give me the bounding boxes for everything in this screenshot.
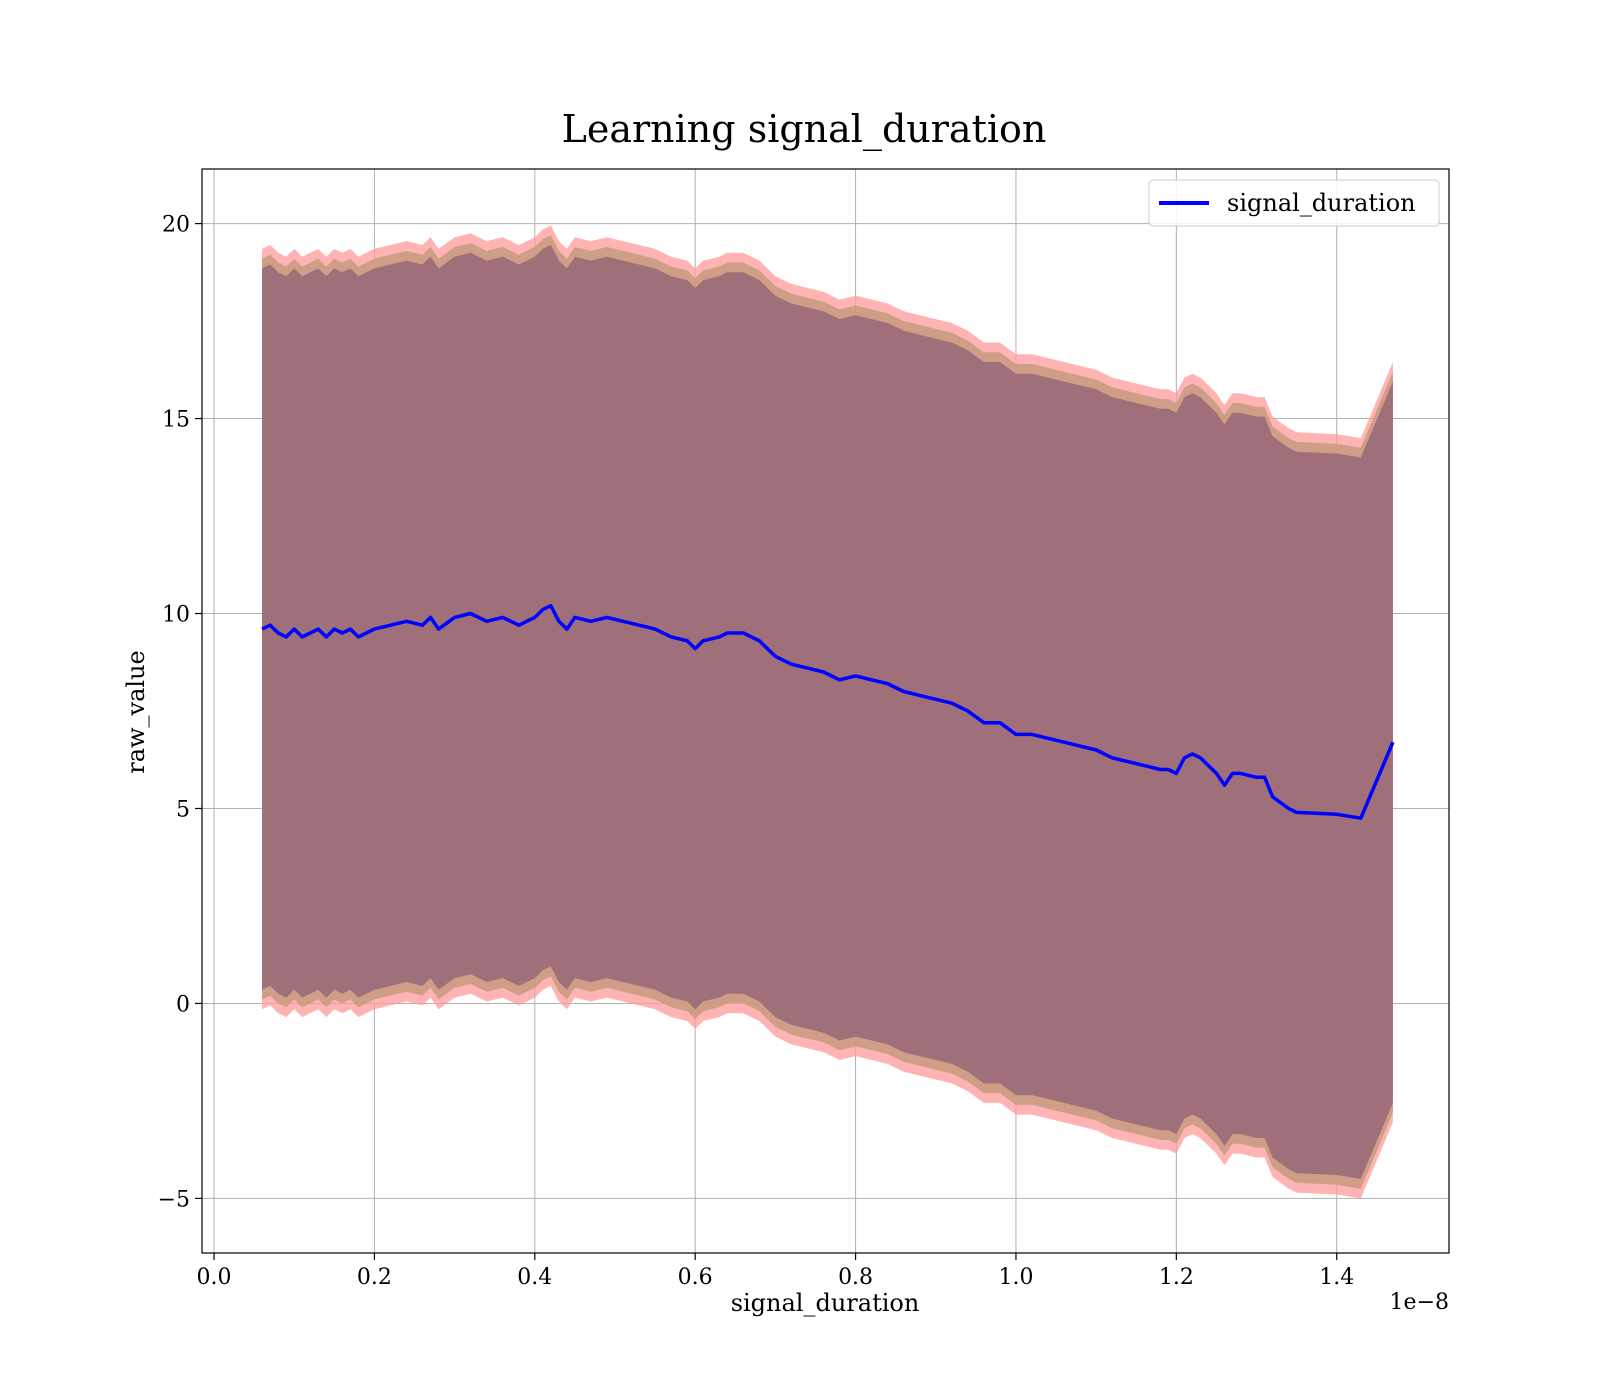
x-tick-label: 0.8 — [838, 1265, 873, 1290]
x-tick-label: 1.4 — [1319, 1265, 1354, 1290]
x-tick-label: 0.0 — [197, 1265, 232, 1290]
x-tick-label: 0.2 — [357, 1265, 392, 1290]
y-tick-label: 15 — [162, 408, 190, 433]
y-tick-label: 0 — [176, 992, 190, 1017]
y-tick-label: 10 — [162, 603, 190, 628]
band-inner — [262, 245, 1393, 1179]
legend-box — [1148, 179, 1440, 227]
y-tick-label: 20 — [162, 213, 190, 238]
y-tick-label: −5 — [158, 1187, 190, 1212]
x-tick-label: 0.4 — [517, 1265, 552, 1290]
y-tick-label: 5 — [176, 797, 190, 822]
plot-frame — [201, 168, 1450, 1254]
axis-ticks: 0.0 0.2 0.4 0.6 0.8 1.0 1.2 1.4 −5 0 5 10 15 20 — [158, 213, 1355, 1290]
series-line-signal-duration — [261, 603, 1395, 820]
x-tick-label: 1.2 — [1159, 1265, 1194, 1290]
y-axis-label: raw_value — [122, 650, 150, 774]
x-axis-label: signal_duration — [731, 1289, 920, 1317]
x-tick-label: 1.0 — [998, 1265, 1033, 1290]
x-offset-label: 1e−8 — [1390, 1290, 1449, 1315]
chart-title: Learning signal_duration — [562, 107, 1047, 152]
series-lines — [261, 603, 1395, 820]
x-tick-label: 0.6 — [678, 1265, 713, 1290]
legend-entry: signal_duration — [1227, 189, 1416, 217]
confidence-bands — [262, 225, 1393, 1199]
legend: signal_duration — [1148, 179, 1440, 227]
